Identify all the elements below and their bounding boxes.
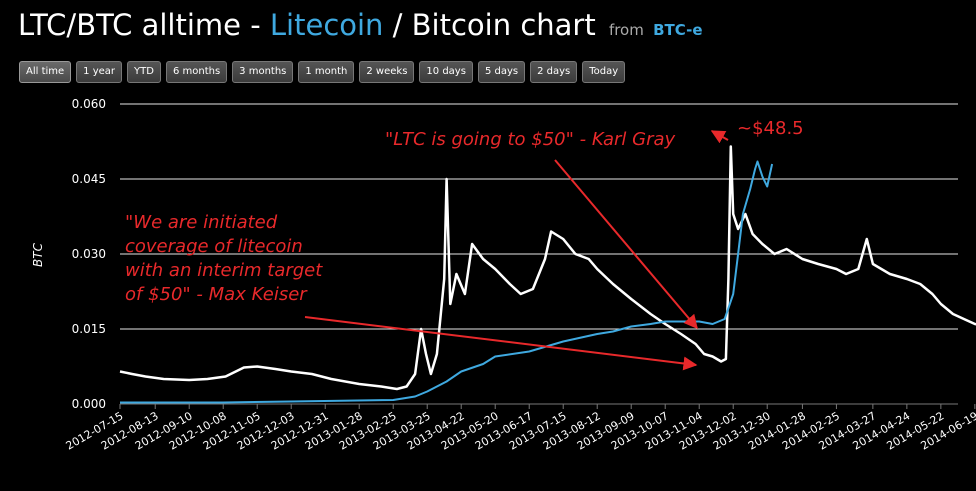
annotation-max-keiser-line: of $50" - Max Keiser <box>125 284 308 305</box>
from-label: from <box>608 21 644 39</box>
y-tick-label: 0.015 <box>72 322 106 336</box>
title-prefix: LTC/BTC alltime - <box>18 8 270 42</box>
y-tick-label: 0.045 <box>72 172 106 186</box>
annotation-max-keiser-line: coverage of litecoin <box>125 236 303 257</box>
range-3-months-button[interactable]: 3 months <box>232 61 294 83</box>
range-selector: All time 1 year YTD 6 months 3 months 1 … <box>19 61 626 83</box>
range-today-button[interactable]: Today <box>582 61 626 83</box>
source-link[interactable]: BTC-e <box>653 21 703 39</box>
annotation-karl-gray: "LTC is going to $50" - Karl Gray <box>385 129 676 150</box>
annotation-max-keiser-line: "We are initiated <box>125 212 278 233</box>
price-series-line <box>119 145 976 391</box>
chart-title: LTC/BTC alltime - Litecoin / Bitcoin cha… <box>18 8 703 42</box>
range-6-months-button[interactable]: 6 months <box>165 61 228 83</box>
range-all-time-button[interactable]: All time <box>19 61 72 83</box>
y-axis: 0.000 0.015 0.030 0.045 0.060 <box>72 97 106 411</box>
arrow-peak <box>710 130 729 144</box>
y-tick-label: 0.030 <box>72 247 106 261</box>
title-litecoin: Litecoin <box>269 8 384 42</box>
range-5-days-button[interactable]: 5 days <box>477 61 526 83</box>
arrow-karl-gray <box>554 159 698 330</box>
annotation-arrows <box>304 130 729 371</box>
range-10-days-button[interactable]: 10 days <box>419 61 473 83</box>
annotation-max-keiser-line: with an interim target <box>125 260 323 281</box>
range-2-weeks-button[interactable]: 2 weeks <box>359 61 415 83</box>
x-axis: 2012-07-152012-08-132012-09-102012-10-08… <box>64 404 976 453</box>
series <box>119 145 976 404</box>
arrow-max-keiser <box>304 316 698 371</box>
y-tick-label: 0.060 <box>72 97 106 111</box>
y-axis-label: BTC <box>31 242 45 267</box>
range-ytd-button[interactable]: YTD <box>127 61 161 83</box>
target-series-line <box>120 160 774 404</box>
annotation-peak: ~$48.5 <box>737 118 804 139</box>
range-1-year-button[interactable]: 1 year <box>76 61 123 83</box>
y-tick-label: 0.000 <box>72 397 106 411</box>
range-1-month-button[interactable]: 1 month <box>298 61 355 83</box>
range-2-days-button[interactable]: 2 days <box>530 61 578 83</box>
title-suffix: / Bitcoin chart <box>383 8 596 42</box>
grid <box>120 103 958 405</box>
annotation-max-keiser: "We are initiated coverage of litecoin w… <box>125 212 323 305</box>
